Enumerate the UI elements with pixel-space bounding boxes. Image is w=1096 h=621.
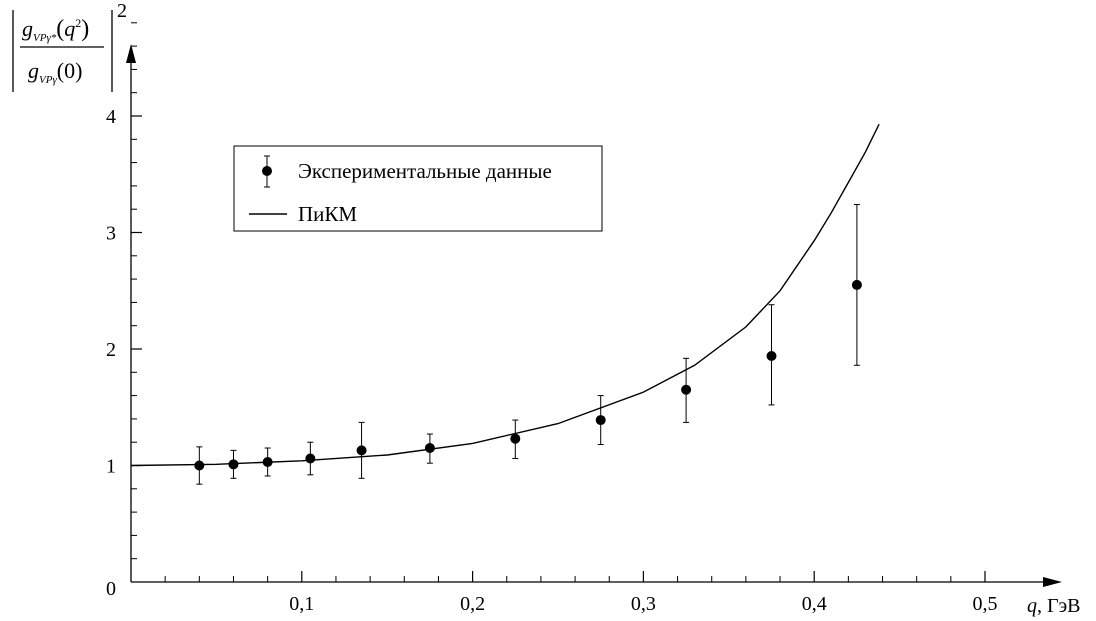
x-axis-arrow xyxy=(1043,577,1062,587)
data-point xyxy=(305,441,316,476)
legend-point-marker xyxy=(262,166,272,176)
data-point xyxy=(424,433,435,464)
y-axis-arrow xyxy=(126,44,136,63)
point-marker xyxy=(424,443,435,454)
y-tick-label: 0 xyxy=(106,578,116,600)
x-tick-label: 0,4 xyxy=(802,593,827,615)
svg-text:gVPγ(0): gVPγ(0) xyxy=(28,58,82,86)
x-axis-label-var: q xyxy=(1027,595,1037,617)
point-marker xyxy=(510,433,521,444)
ylabel-den-sub: VPγ xyxy=(39,74,57,86)
point-marker xyxy=(851,279,862,290)
ylabel-num-g: g xyxy=(22,16,33,41)
point-marker xyxy=(262,457,273,468)
ylabel-num-paren-open: ( xyxy=(56,16,64,42)
data-point xyxy=(228,449,239,479)
ylabel-num-paren-close: ) xyxy=(81,16,89,42)
tick-labels: 0,1 0,2 0,3 0,4 0,5 0 1 2 3 4 xyxy=(106,106,998,615)
data-point xyxy=(194,446,205,485)
point-marker xyxy=(681,384,692,395)
legend-label-pikm: ПиКМ xyxy=(298,202,357,226)
series-experimental-points xyxy=(194,204,862,485)
data-point xyxy=(356,421,367,479)
data-point xyxy=(262,447,273,477)
x-axis-label: q, ГэВ xyxy=(1027,595,1081,617)
y-tick-label: 2 xyxy=(106,339,116,361)
series-pikm-line xyxy=(130,123,880,467)
x-tick-label: 0,5 xyxy=(973,593,998,615)
legend-label-experimental: Экспериментальные данные xyxy=(298,159,552,183)
point-marker xyxy=(305,453,316,464)
x-tick-label: 0,1 xyxy=(289,593,314,615)
y-tick-label: 4 xyxy=(106,106,116,128)
ylabel-num-var: q xyxy=(64,16,75,41)
point-marker xyxy=(228,459,239,470)
ylabel-den-arg: (0) xyxy=(57,58,83,83)
data-point xyxy=(766,304,777,406)
legend-box xyxy=(233,145,603,232)
y-tick-label: 3 xyxy=(106,223,116,245)
ylabel-num-pow: 2 xyxy=(75,16,81,30)
minor-ticks xyxy=(131,22,952,582)
point-marker xyxy=(356,445,367,456)
x-axis-label-unit: , ГэВ xyxy=(1037,595,1081,617)
point-marker xyxy=(194,460,205,471)
y-axis-label: gVPγ*(q2) gVPγ(0) 2 xyxy=(12,0,127,92)
data-point xyxy=(681,357,692,423)
ylabel-den-g: g xyxy=(28,58,39,83)
point-marker xyxy=(766,350,777,361)
data-point xyxy=(595,395,606,446)
point-marker xyxy=(595,415,606,426)
ylabel-num-sub: VPγ* xyxy=(33,32,57,44)
x-tick-label: 0,3 xyxy=(631,593,656,615)
legend: Экспериментальные данные ПиКМ xyxy=(233,145,603,232)
y-tick-label: 1 xyxy=(106,456,116,478)
data-point xyxy=(851,204,862,366)
data-point xyxy=(510,419,521,460)
x-tick-label: 0,2 xyxy=(460,593,485,615)
ylabel-power: 2 xyxy=(117,0,127,22)
svg-text:gVPγ*(q2): gVPγ*(q2) xyxy=(22,16,89,44)
